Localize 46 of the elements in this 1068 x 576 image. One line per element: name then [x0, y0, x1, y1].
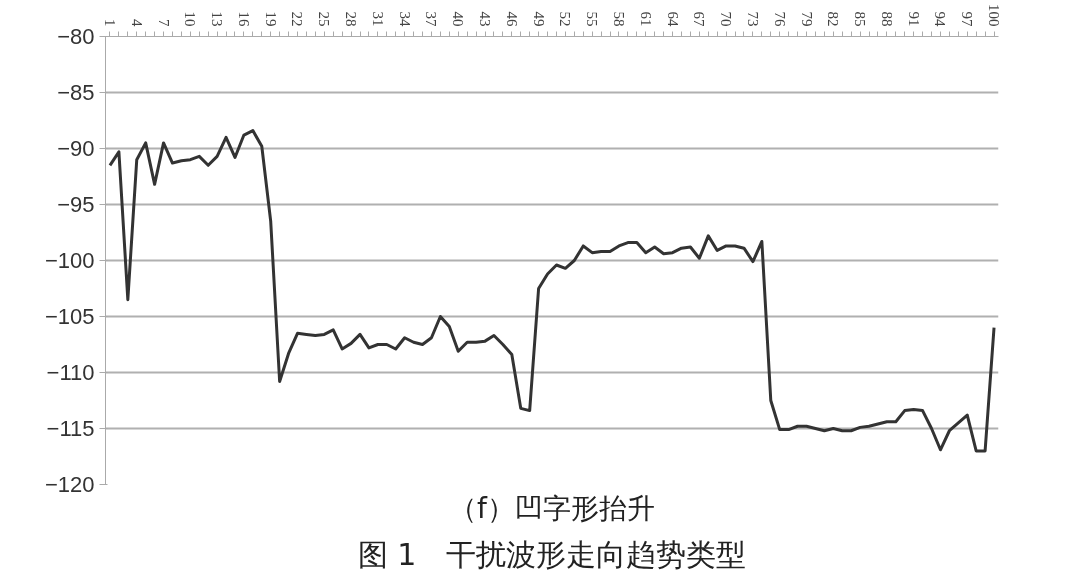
x-tick-label: 85	[852, 11, 869, 27]
x-tick-label: 13	[209, 11, 226, 27]
y-tick-label: −100	[44, 248, 95, 273]
x-tick-label: 40	[450, 11, 467, 27]
x-tick-label: 82	[825, 11, 842, 27]
y-tick-label: −85	[57, 80, 95, 105]
text: 图 1 干扰波形走向趋势类型	[357, 536, 747, 572]
x-tick-label: 79	[798, 11, 815, 27]
line-series	[108, 129, 996, 453]
x-tick-label: 37	[423, 11, 440, 27]
x-tick-label: 49	[530, 11, 547, 27]
x-tick-label: 73	[744, 11, 761, 27]
y-tick-label: −90	[57, 136, 95, 161]
x-tick-label: 10	[182, 11, 199, 27]
x-tick-label: 55	[584, 11, 601, 27]
x-tick-label: 88	[878, 11, 895, 27]
y-tick-label: −110	[46, 360, 95, 385]
x-tick-label: 43	[477, 11, 494, 27]
x-tick-label: 94	[932, 11, 949, 27]
x-tick-label: 58	[610, 11, 627, 27]
y-tick-label: −120	[44, 472, 95, 497]
x-tick-label: 22	[289, 11, 306, 27]
x-tick-label: 46	[503, 11, 520, 27]
x-tick-label: 31	[369, 11, 386, 27]
x-tick-label: 7	[155, 19, 172, 27]
y-tick-label: −115	[46, 416, 95, 441]
x-tick-label: 100	[986, 4, 1003, 27]
x-tick-label: 1	[101, 19, 118, 27]
y-tick-label: −95	[57, 192, 95, 217]
y-tick-label: −80	[57, 24, 95, 49]
y-tick-label: −105	[44, 304, 95, 329]
x-tick-label: 91	[905, 11, 922, 27]
x-tick-label: 67	[691, 11, 708, 27]
x-tick-label: 52	[557, 11, 574, 27]
x-tick-label: 76	[771, 11, 788, 27]
x-tick-label: 28	[343, 11, 360, 27]
x-tick-label: 19	[262, 11, 279, 27]
x-tick-label: 61	[637, 11, 654, 27]
text: （f）凹字形抬升	[449, 491, 655, 525]
x-tick-label: 25	[316, 11, 333, 27]
x-tick-label: 4	[128, 19, 145, 27]
x-tick-label: 97	[959, 11, 976, 27]
x-tick-label: 70	[718, 11, 735, 27]
x-tick-label: 16	[235, 11, 252, 27]
x-tick-label: 64	[664, 11, 681, 27]
x-tick-label: 34	[396, 11, 413, 27]
